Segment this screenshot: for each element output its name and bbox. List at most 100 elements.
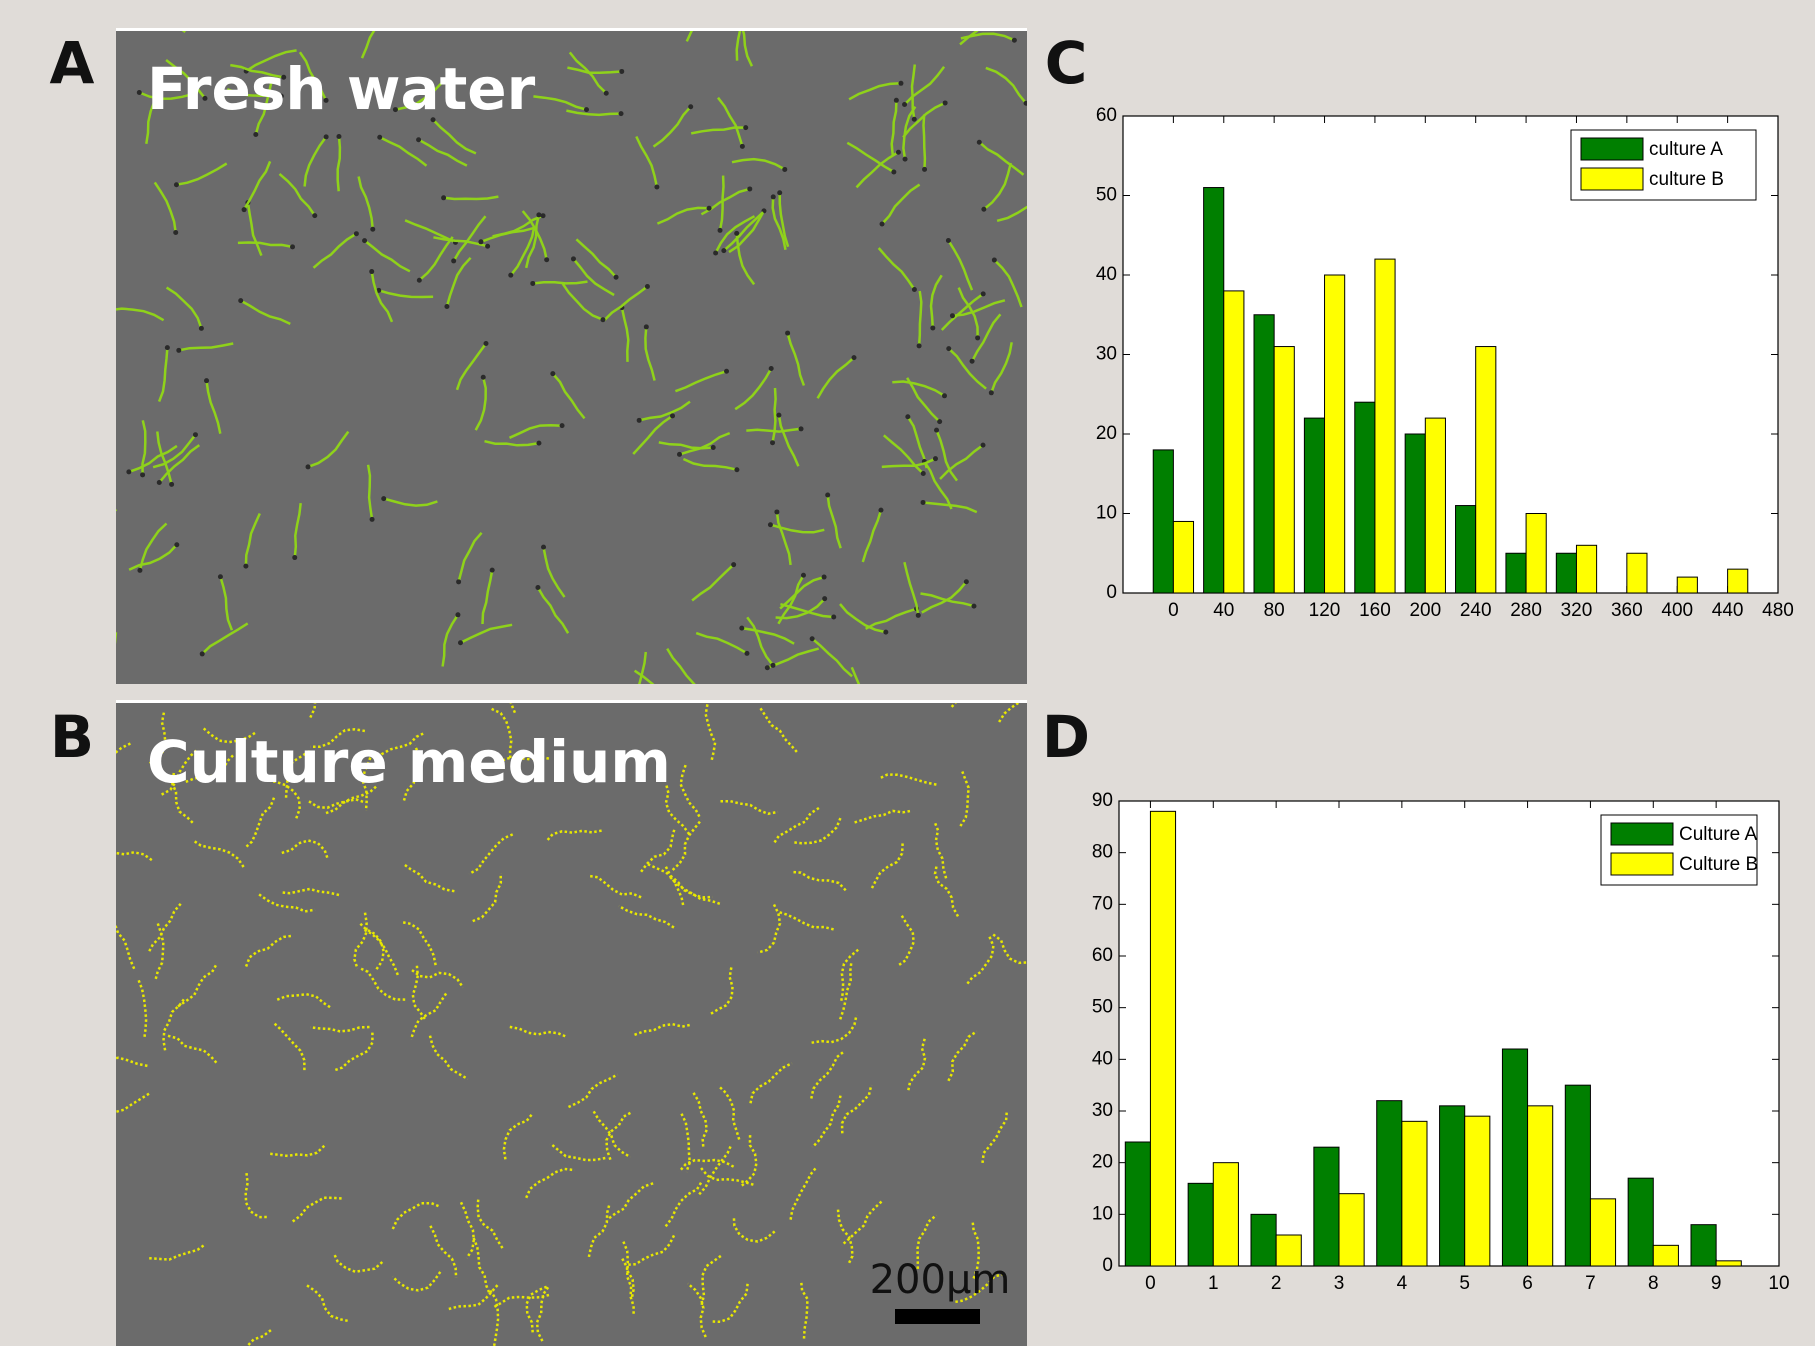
bar bbox=[1339, 1194, 1364, 1266]
x-tick-label: 3 bbox=[1334, 1273, 1345, 1294]
cell bbox=[743, 125, 748, 130]
cell bbox=[777, 190, 782, 195]
bar bbox=[1377, 1101, 1402, 1266]
cell bbox=[912, 287, 917, 292]
x-tick-label: 440 bbox=[1712, 600, 1744, 621]
cell bbox=[992, 258, 997, 263]
cell bbox=[699, 689, 704, 694]
y-tick-label: 10 bbox=[1092, 1203, 1113, 1224]
cell bbox=[989, 390, 994, 395]
cell bbox=[614, 275, 619, 280]
cell bbox=[169, 482, 174, 487]
y-tick-label: 50 bbox=[1096, 185, 1117, 206]
x-tick-label: 6 bbox=[1522, 1273, 1533, 1294]
bar bbox=[1440, 1106, 1465, 1266]
x-tick-label: 4 bbox=[1397, 1273, 1408, 1294]
cell bbox=[896, 150, 901, 155]
cell bbox=[933, 456, 938, 461]
y-tick-label: 40 bbox=[1092, 1048, 1113, 1069]
cell bbox=[381, 496, 386, 501]
cell bbox=[822, 575, 827, 580]
cell bbox=[981, 291, 986, 296]
bar bbox=[1254, 315, 1274, 593]
cell bbox=[975, 335, 980, 340]
bar bbox=[1576, 545, 1596, 593]
cell bbox=[481, 375, 486, 380]
bar bbox=[1150, 811, 1175, 1266]
x-tick-label: 320 bbox=[1561, 600, 1593, 621]
cell bbox=[922, 167, 927, 172]
cell bbox=[903, 157, 908, 162]
y-tick-label: 60 bbox=[1092, 945, 1113, 966]
cell bbox=[306, 464, 311, 469]
cell bbox=[883, 630, 888, 635]
bar bbox=[1653, 1245, 1678, 1266]
bar bbox=[1556, 553, 1576, 593]
cell bbox=[946, 346, 951, 351]
panel-label: C bbox=[1045, 29, 1088, 97]
bar bbox=[1425, 418, 1445, 593]
cell bbox=[550, 371, 555, 376]
cell bbox=[441, 195, 446, 200]
cell bbox=[600, 317, 605, 322]
cell bbox=[604, 91, 609, 96]
cell bbox=[386, 8, 391, 13]
cell bbox=[950, 313, 955, 318]
cell bbox=[776, 413, 781, 418]
cell bbox=[894, 98, 899, 103]
y-tick-label: 50 bbox=[1092, 997, 1113, 1018]
cell bbox=[736, 11, 741, 16]
filament bbox=[924, 114, 925, 169]
cell bbox=[584, 107, 589, 112]
bar bbox=[1213, 1163, 1238, 1266]
x-tick-label: 1 bbox=[1208, 1273, 1219, 1294]
cell bbox=[765, 665, 770, 670]
cell bbox=[707, 206, 712, 211]
cell bbox=[485, 244, 490, 249]
scale-bar-label: 200μm bbox=[870, 1257, 1011, 1303]
cell bbox=[508, 273, 513, 278]
y-tick-label: 0 bbox=[1102, 1255, 1113, 1276]
cell bbox=[891, 169, 896, 174]
image-title: Fresh water bbox=[147, 55, 536, 123]
cell bbox=[483, 341, 488, 346]
cell bbox=[85, 553, 90, 558]
cell bbox=[242, 207, 247, 212]
cell bbox=[536, 212, 541, 217]
cell bbox=[771, 194, 776, 199]
cell bbox=[654, 184, 659, 189]
panel-label: D bbox=[1042, 703, 1090, 771]
bar bbox=[1402, 1121, 1427, 1266]
cell bbox=[478, 239, 483, 244]
cell bbox=[137, 568, 142, 573]
x-tick-label: 9 bbox=[1711, 1273, 1722, 1294]
cell bbox=[417, 278, 422, 283]
cell bbox=[770, 440, 775, 445]
cell bbox=[916, 613, 921, 618]
bar bbox=[1125, 1142, 1150, 1266]
cell bbox=[917, 343, 922, 348]
cell bbox=[724, 369, 729, 374]
cell bbox=[799, 426, 804, 431]
y-tick-label: 80 bbox=[1092, 842, 1113, 863]
cell bbox=[943, 100, 948, 105]
bar bbox=[1528, 1106, 1553, 1266]
cell bbox=[964, 579, 969, 584]
cell bbox=[831, 615, 836, 620]
bar bbox=[1691, 1225, 1716, 1266]
bar bbox=[1325, 275, 1345, 593]
bar bbox=[1204, 188, 1224, 593]
cell bbox=[173, 230, 178, 235]
cell bbox=[535, 585, 540, 590]
cell bbox=[878, 508, 883, 513]
cell bbox=[645, 284, 650, 289]
cell bbox=[324, 134, 329, 139]
bar bbox=[1173, 521, 1193, 593]
x-tick-label: 280 bbox=[1510, 600, 1542, 621]
bar bbox=[1276, 1235, 1301, 1266]
y-tick-label: 30 bbox=[1096, 344, 1117, 365]
cell bbox=[670, 413, 675, 418]
cell bbox=[734, 467, 739, 472]
cell bbox=[176, 348, 181, 353]
cell bbox=[999, 6, 1004, 11]
